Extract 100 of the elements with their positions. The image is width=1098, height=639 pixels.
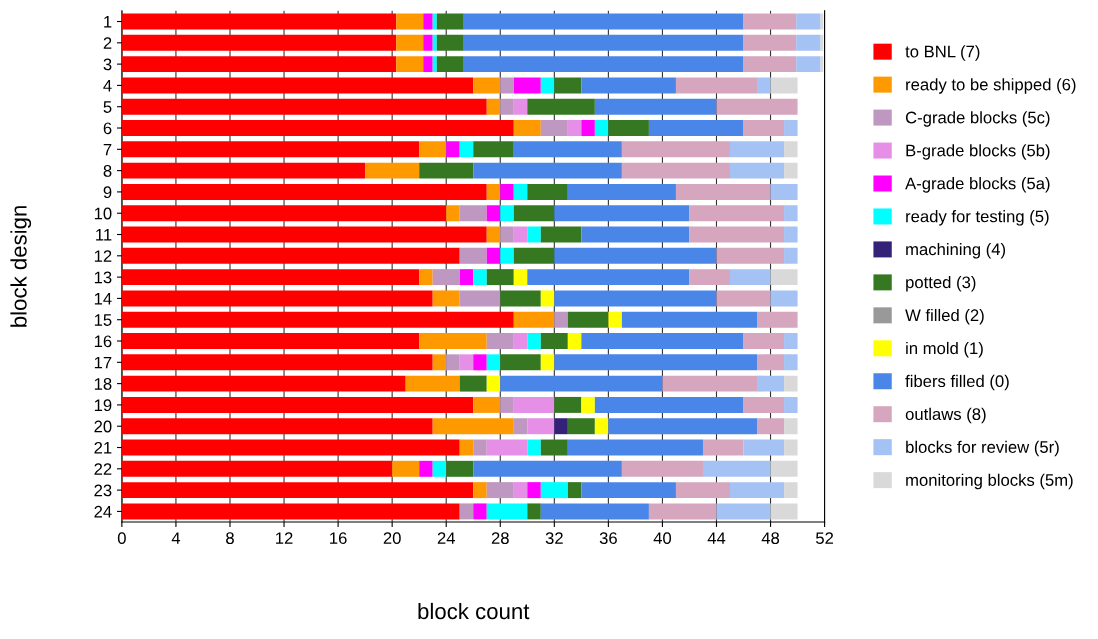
bar [743, 34, 797, 51]
bar [757, 418, 785, 435]
x-tick-label: 24 [437, 532, 455, 544]
bar [796, 56, 821, 73]
bar [702, 460, 771, 477]
bar [500, 183, 514, 200]
bar [513, 269, 528, 286]
bar [554, 247, 717, 264]
bar [784, 354, 798, 371]
bar [784, 396, 798, 413]
bar [527, 503, 541, 520]
bar [757, 354, 785, 371]
bar [608, 120, 649, 136]
bar [770, 183, 798, 200]
bar [554, 396, 582, 413]
bar [784, 439, 798, 456]
x-tick-label: 52 [816, 532, 834, 545]
bar [567, 418, 595, 435]
bar [486, 226, 501, 243]
bar [121, 183, 487, 200]
bar [513, 247, 555, 264]
bar [121, 460, 393, 477]
bar [540, 439, 568, 456]
bar [486, 205, 501, 222]
bar [486, 98, 501, 115]
bar [567, 120, 582, 136]
bar [527, 269, 690, 286]
bar [621, 162, 730, 179]
bar [554, 290, 717, 307]
bar [648, 120, 744, 136]
bar [423, 13, 433, 30]
bar [121, 98, 487, 115]
bar [121, 354, 433, 371]
legend-label: monitoring blocks (5m) [906, 473, 1073, 490]
bar [581, 482, 676, 499]
x-tick-label: 8 [226, 532, 234, 545]
bar [527, 482, 541, 499]
x-axis-title: block count [418, 602, 530, 620]
bar [554, 205, 690, 222]
bar [594, 120, 609, 136]
bar [743, 333, 785, 349]
legend-label: potted (3) [906, 275, 976, 292]
bar [396, 13, 424, 30]
y-tick-label: 20 [94, 420, 112, 433]
bar [121, 34, 397, 51]
bar [121, 120, 514, 136]
legend-label: W filled (2) [905, 308, 984, 325]
bar [121, 13, 397, 30]
bar [121, 205, 447, 222]
bar [446, 141, 460, 158]
bar [540, 290, 555, 307]
x-tick-label: 0 [117, 532, 126, 545]
bar [784, 333, 798, 349]
bar [432, 34, 437, 51]
bar [554, 311, 568, 328]
bar [365, 162, 420, 179]
bar [459, 269, 474, 286]
bar [581, 333, 744, 349]
bar [648, 503, 717, 520]
bar [500, 290, 541, 307]
bar [473, 460, 622, 477]
bar [513, 396, 555, 413]
bar [419, 269, 433, 286]
bar [459, 205, 487, 222]
bar [500, 98, 514, 115]
bar [757, 311, 798, 328]
bar [608, 418, 758, 435]
x-tick-label: 48 [761, 532, 780, 545]
bar [500, 247, 514, 264]
bar [527, 98, 595, 115]
bar [784, 247, 798, 264]
x-tick-label: 40 [653, 532, 672, 545]
y-tick-label: 3 [103, 58, 112, 71]
bar [513, 98, 528, 115]
bar [121, 396, 474, 413]
bar [396, 56, 424, 73]
bar [486, 375, 501, 392]
bar [436, 56, 464, 73]
x-tick-label: 4 [171, 532, 181, 544]
bar [743, 439, 785, 456]
bar [675, 482, 730, 499]
bar [436, 34, 464, 51]
bar [594, 396, 744, 413]
bar [567, 482, 582, 499]
bar [432, 56, 437, 73]
bar [527, 333, 541, 349]
x-tick-label: 16 [330, 532, 347, 545]
bar [581, 226, 690, 243]
y-tick-label: 10 [94, 207, 112, 220]
x-tick-label: 28 [491, 532, 509, 545]
bar [730, 141, 785, 158]
x-tick-label: 32 [545, 532, 563, 545]
bar [432, 290, 460, 307]
bar [743, 56, 797, 73]
y-tick-label: 15 [94, 314, 112, 326]
y-tick-label: 14 [94, 292, 112, 305]
bar [581, 120, 595, 136]
bar [730, 269, 771, 286]
bar [500, 77, 514, 94]
bar [662, 375, 758, 392]
